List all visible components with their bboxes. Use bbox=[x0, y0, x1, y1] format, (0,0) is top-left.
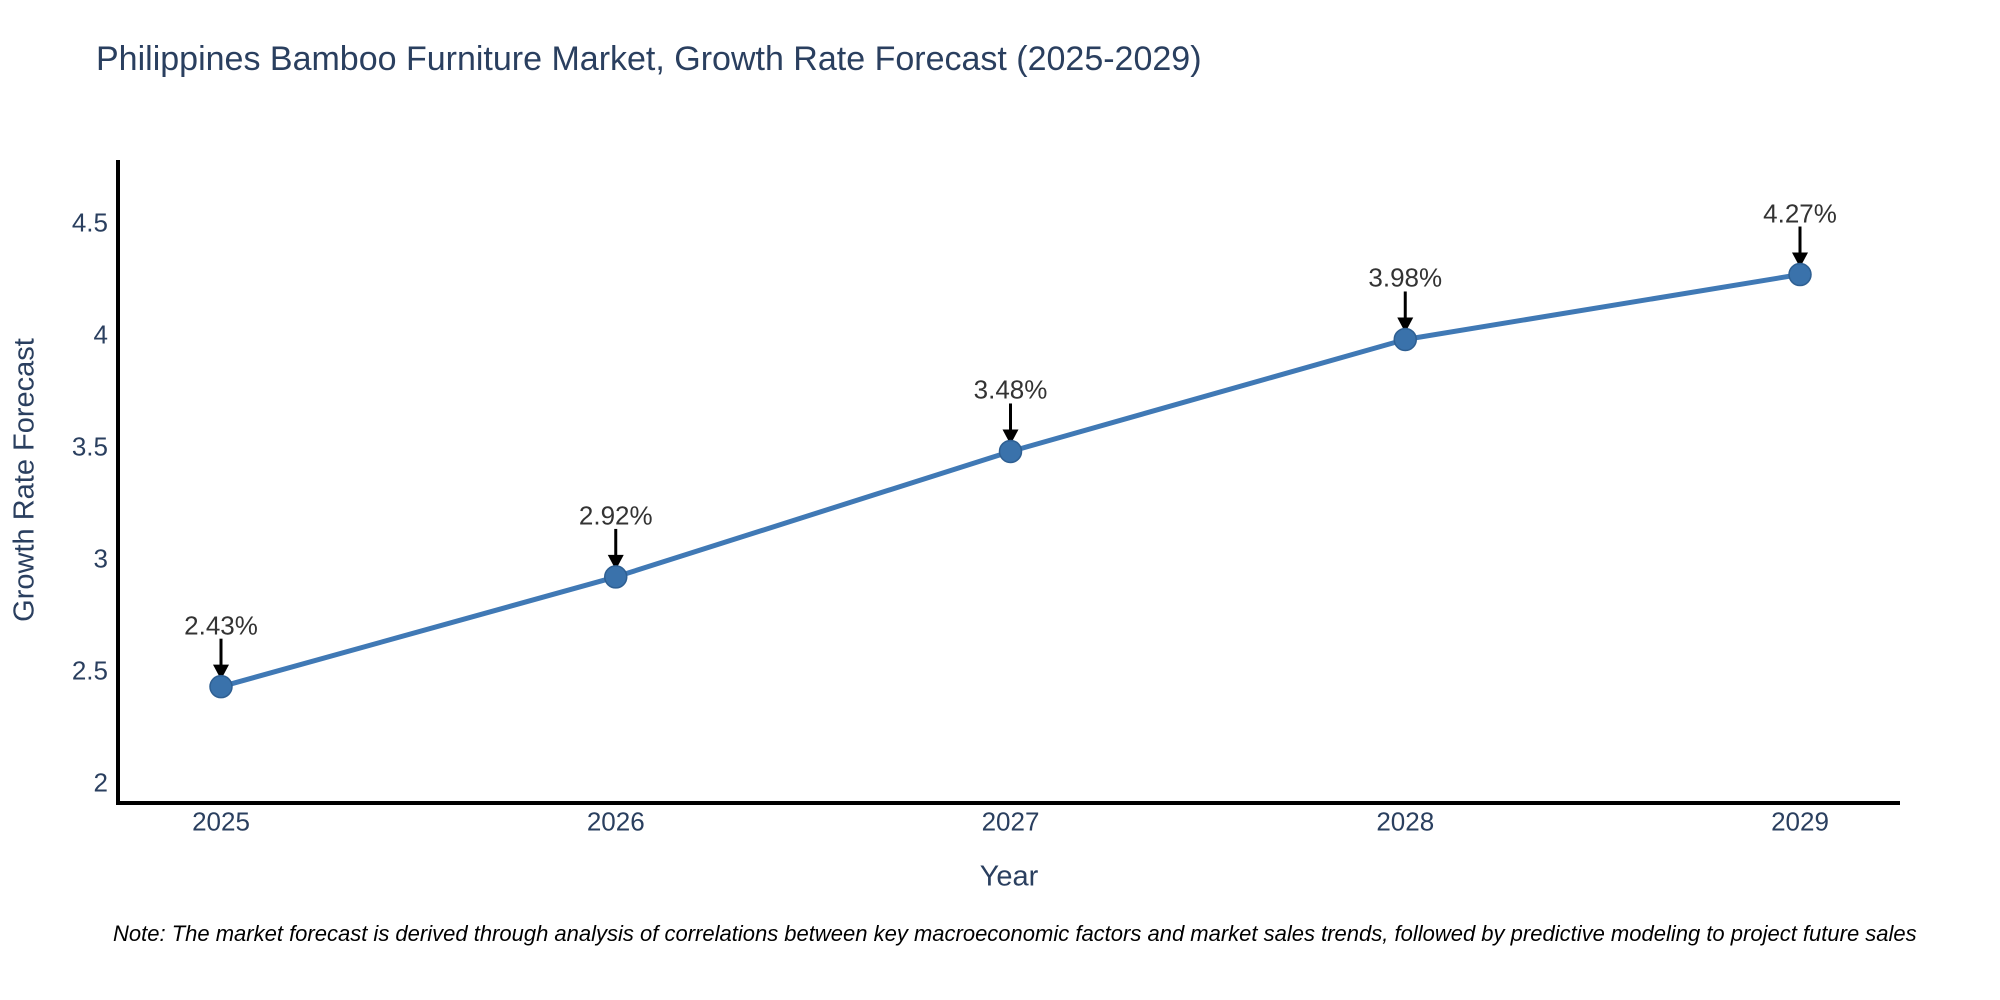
x-tick-2029: 2029 bbox=[1771, 806, 1829, 837]
y-axis-title: Growth Rate Forecast bbox=[8, 338, 41, 622]
data-point-marker bbox=[998, 439, 1023, 464]
y-tick-3-5: 3.5 bbox=[71, 431, 108, 462]
data-point-marker bbox=[1788, 262, 1812, 287]
x-tick-2025: 2025 bbox=[192, 806, 250, 837]
x-tick-2028: 2028 bbox=[1376, 806, 1435, 837]
data-label-2027: 3.48% bbox=[973, 374, 1048, 405]
data-label-2029: 4.27% bbox=[1763, 198, 1837, 229]
annotation-arrow-head bbox=[213, 664, 229, 680]
y-tick-2: 2 bbox=[93, 767, 108, 798]
data-point-marker bbox=[1393, 327, 1417, 352]
y-tick-2-5: 2.5 bbox=[71, 655, 108, 686]
x-axis-title: Year bbox=[979, 860, 1039, 893]
y-tick-3: 3 bbox=[93, 543, 108, 574]
trend-line bbox=[218, 272, 1803, 690]
data-points-layer bbox=[209, 226, 1812, 699]
chart-footnote: Note: The market forecast is derived thr… bbox=[113, 921, 1917, 946]
x-tick-2026: 2026 bbox=[586, 806, 645, 837]
annotation-arrow-head bbox=[1002, 429, 1019, 445]
y-tick-4-5: 4.5 bbox=[71, 207, 108, 238]
y-tick-4: 4 bbox=[93, 319, 108, 350]
data-label-2028: 3.98% bbox=[1368, 262, 1443, 293]
data-label-2025: 2.43% bbox=[184, 610, 258, 641]
annotation-arrow-head bbox=[1792, 252, 1808, 268]
data-point-marker bbox=[209, 674, 233, 699]
data-label-2026: 2.92% bbox=[578, 500, 653, 531]
data-point-marker bbox=[604, 565, 628, 589]
annotation-arrow-head bbox=[607, 554, 624, 570]
x-tick-2027: 2027 bbox=[981, 806, 1040, 837]
annotation-arrow-head bbox=[1397, 317, 1414, 333]
chart-title: Philippines Bamboo Furniture Market, Gro… bbox=[96, 40, 1202, 78]
